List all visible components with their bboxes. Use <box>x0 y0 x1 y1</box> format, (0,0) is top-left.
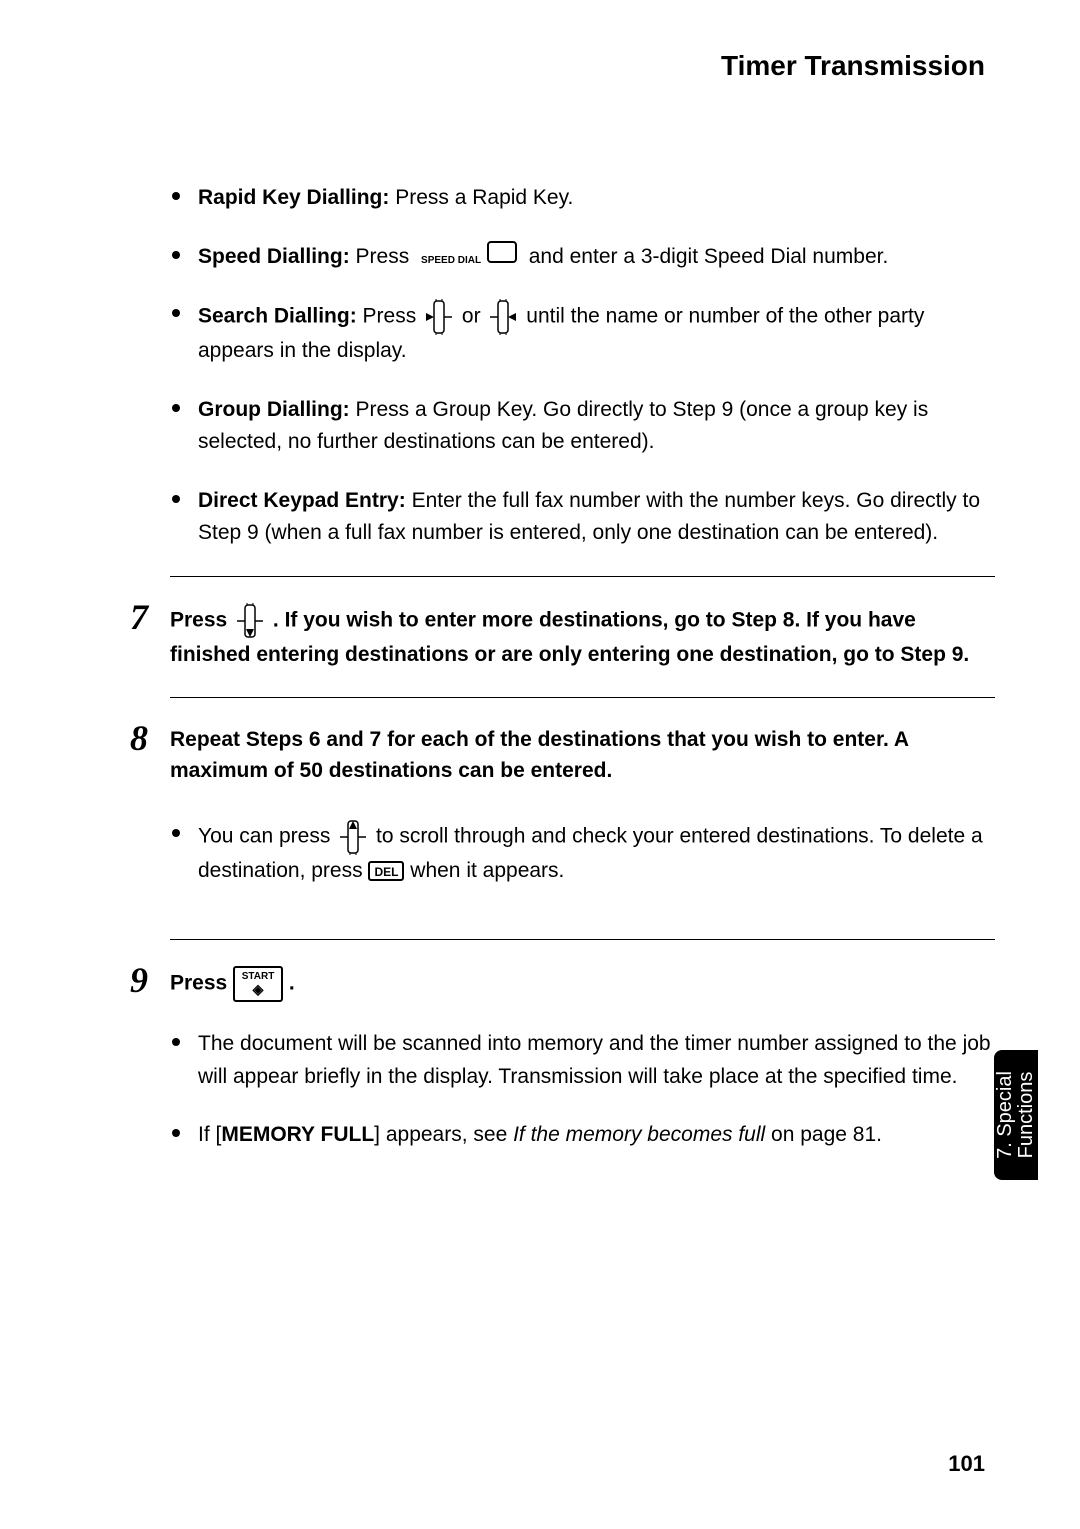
search-dial-bullet: Search Dialling: Press or <box>170 299 995 368</box>
search-before: Press <box>357 305 422 328</box>
group-dial-bullet: Group Dialling: Press a Group Key. Go di… <box>170 394 995 459</box>
step-9-number: 9 <box>130 962 170 998</box>
search-or: or <box>462 305 487 328</box>
step9-bullet1: The document will be scanned into memory… <box>170 1028 995 1093</box>
divider <box>170 939 995 940</box>
divider <box>170 576 995 577</box>
speed-before: Press <box>350 245 415 268</box>
dialling-options: Rapid Key Dialling: Press a Rapid Key. S… <box>170 182 995 550</box>
step-9: 9 Press START ◈ . The document will be s… <box>130 966 995 1178</box>
step-7: 7 Press . If you wish to enter more dest… <box>130 603 995 671</box>
step7-before: Press <box>170 609 233 632</box>
speed-dial-key-icon: SPEED DIAL <box>421 241 517 274</box>
step-8: 8 Repeat Steps 6 and 7 for each of the d… <box>130 724 995 914</box>
step8-intro: Repeat Steps 6 and 7 for each of the des… <box>170 724 995 787</box>
b2-italic: If the memory becomes full <box>513 1123 765 1146</box>
step-8-number: 8 <box>130 720 170 756</box>
step8-b-before: You can press <box>198 824 336 847</box>
step8-b-after: when it appears. <box>410 859 564 882</box>
step-7-number: 7 <box>130 599 170 635</box>
left-arrow-key-icon <box>422 299 456 335</box>
step7-after: . If you wish to enter more destinations… <box>170 609 969 666</box>
start-key-icon: START ◈ <box>233 966 283 1002</box>
up-down-key-icon <box>336 819 370 855</box>
speed-label: Speed Dialling: <box>198 245 350 268</box>
del-key-icon: DEL <box>368 861 404 881</box>
speed-after: and enter a 3-digit Speed Dial number. <box>529 245 889 268</box>
b2-before: If [ <box>198 1123 221 1146</box>
rapid-label: Rapid Key Dialling: <box>198 186 389 209</box>
page-number: 101 <box>948 1451 985 1477</box>
tab-line1: 7. Special <box>994 1071 1016 1159</box>
speed-dial-bullet: Speed Dialling: Press SPEED DIAL and ent… <box>170 241 995 274</box>
page-title: Timer Transmission <box>130 50 995 82</box>
b2-after: on page 81. <box>765 1123 882 1146</box>
divider <box>170 697 995 698</box>
step9-after: . <box>289 972 295 995</box>
step9-before: Press <box>170 972 233 995</box>
chapter-tab: 7. Special Functions <box>994 1050 1038 1180</box>
direct-label: Direct Keypad Entry: <box>198 489 406 512</box>
rapid-key-bullet: Rapid Key Dialling: Press a Rapid Key. <box>170 182 995 215</box>
right-arrow-key-icon <box>486 299 520 335</box>
down-arrow-key-icon <box>233 603 267 639</box>
direct-entry-bullet: Direct Keypad Entry: Enter the full fax … <box>170 485 995 550</box>
step8-bullet: You can press to scroll through and chec… <box>170 819 995 888</box>
rapid-text: Press a Rapid Key. <box>389 186 573 209</box>
search-label: Search Dialling: <box>198 305 357 328</box>
b2-mid: ] appears, see <box>374 1123 513 1146</box>
group-label: Group Dialling: <box>198 398 350 421</box>
tab-line2: Functions <box>1015 1072 1037 1159</box>
step9-bullet2: If [MEMORY FULL] appears, see If the mem… <box>170 1119 995 1152</box>
b2-bold: MEMORY FULL <box>221 1123 374 1146</box>
